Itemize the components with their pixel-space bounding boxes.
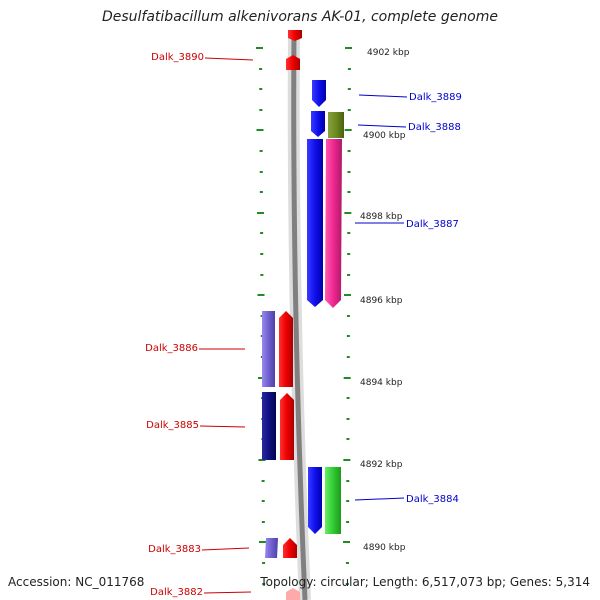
minus-strand-features [262,30,302,600]
scale-tick [346,500,350,502]
kbp-label: 4900 kbp [363,131,406,141]
leader-line [354,497,405,501]
scale-tick [347,171,351,173]
kbp-label: 4890 kbp [363,543,406,553]
scale-tick [261,521,265,523]
scale-tick [346,335,350,337]
scale-tick [345,583,349,585]
gene-arrow-dalk-3884-a[interactable] [308,467,322,534]
gene-label-dalk-3889[interactable]: Dalk_3889 [409,92,462,103]
genome-title: Desulfatibacillum alkenivorans AK-01, co… [101,9,499,25]
scale-tick [259,191,263,193]
scale-tick [256,47,263,49]
scale-tick [347,232,351,234]
scale-tick [262,583,266,585]
leader-line [201,547,250,551]
scale-tick [261,480,265,482]
scale-tick [259,68,263,70]
scale-tick [259,109,263,111]
scale-tick [347,109,351,111]
genome-backbone-line [291,29,308,600]
gene-label-dalk-3882[interactable]: Dalk_3882 [150,587,203,598]
gene-block-dalk-3884-b[interactable] [325,467,341,534]
plus-strand-features [307,80,344,534]
scale-tick [343,459,351,461]
gene-arrow-dalk-3890[interactable] [286,55,300,70]
scale-tick [258,459,266,461]
plus-strand-labels: Dalk_3889 Dalk_3888 Dalk_3887 Dalk_3884 [354,92,462,505]
accession-text: Accession: NC_011768 [8,575,145,589]
scale-tick [257,294,265,296]
leader-line [203,591,252,594]
gene-arrow-top-clipped[interactable] [288,30,302,41]
scale-tick [260,274,264,276]
scale-tick [347,150,351,152]
scale-tick [346,356,350,358]
scale-tick [259,88,263,90]
right-tick-scale [343,47,352,585]
scale-tick [260,253,264,255]
gene-label-dalk-3883[interactable]: Dalk_3883 [148,544,201,555]
scale-tick [344,129,352,131]
leader-line [358,94,408,98]
scale-tick [256,212,264,214]
gene-label-dalk-3888[interactable]: Dalk_3888 [408,122,461,133]
topology-text: Topology: circular; Length: 6,517,073 bp… [260,575,590,589]
scale-tick [256,129,264,131]
gene-block-dalk-3885-a[interactable] [262,392,276,460]
scale-tick [346,397,350,399]
gene-label-dalk-3884[interactable]: Dalk_3884 [406,494,459,505]
scale-tick [344,212,352,214]
scale-tick [345,47,352,49]
scale-tick [345,562,349,564]
scale-tick [347,274,351,276]
gene-arrow-dalk-3887-b[interactable] [325,139,342,308]
gene-arrow-bottom-clipped[interactable] [286,588,300,600]
kbp-label: 4898 kbp [360,212,403,222]
scale-tick [343,377,351,379]
gene-arrow-dalk-3889[interactable] [312,80,326,107]
leader-line [199,425,246,428]
scale-tick [346,438,350,440]
gene-label-dalk-3885[interactable]: Dalk_3885 [146,420,199,431]
scale-tick [346,418,350,420]
gene-arrow-dalk-3885-b[interactable] [280,393,294,460]
gene-arrow-dalk-3883-b[interactable] [283,538,297,558]
scale-tick [261,500,265,502]
gene-block-dalk-3888-b[interactable] [328,112,344,138]
scale-tick [344,294,352,296]
gene-label-dalk-3887[interactable]: Dalk_3887 [406,219,459,230]
scale-tick [346,315,350,317]
gene-arrow-dalk-3888-a[interactable] [311,111,325,137]
scale-tick [262,562,266,564]
gene-arrow-dalk-3886-b[interactable] [279,311,293,387]
gene-label-dalk-3890[interactable]: Dalk_3890 [151,52,204,63]
scale-tick [346,521,350,523]
gene-block-dalk-3883-a[interactable] [265,538,278,558]
scale-tick [343,541,351,543]
scale-tick [257,377,265,379]
scale-tick [260,232,264,234]
scale-tick [259,171,263,173]
scale-tick [346,480,350,482]
kbp-label: 4894 kbp [360,378,403,388]
kbp-label: 4896 kbp [360,296,403,306]
kbp-label: 4902 kbp [367,48,410,58]
gene-block-dalk-3886-a[interactable] [262,311,275,387]
kbp-scale-labels: 4902 kbp 4900 kbp 4898 kbp 4896 kbp 4894… [360,48,410,553]
scale-tick [347,191,351,193]
scale-tick [347,253,351,255]
gene-arrow-dalk-3887-a[interactable] [307,139,323,307]
scale-tick [259,150,263,152]
scale-tick [347,88,351,90]
leader-line [357,124,407,128]
scale-tick [347,68,351,70]
leader-line [204,57,254,61]
gene-label-dalk-3886[interactable]: Dalk_3886 [145,343,198,354]
minus-strand-labels: Dalk_3890 Dalk_3886 Dalk_3885 Dalk_3883 … [145,52,254,598]
kbp-label: 4892 kbp [360,460,403,470]
scale-tick [258,541,266,543]
